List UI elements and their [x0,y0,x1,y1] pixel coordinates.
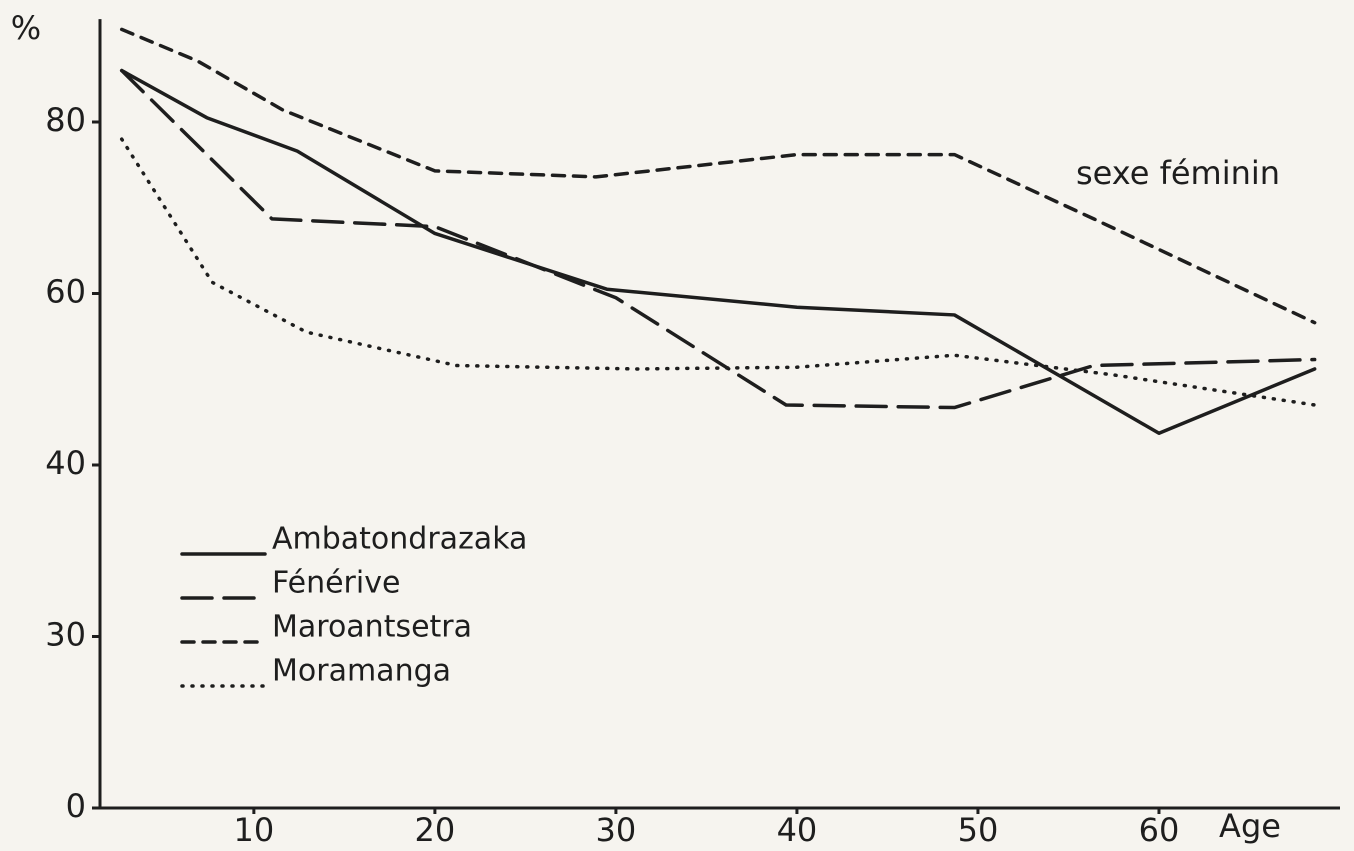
series-line [119,137,1317,407]
x-tick-label: 40 [777,811,818,849]
legend-label: Ambatondrazaka [272,522,527,557]
x-tick-label: 30 [596,811,637,849]
series-line [119,68,1317,410]
y-axis-label: % [11,9,41,47]
y-tick-label: 80 [45,101,86,139]
y-tick-label: 30 [45,616,86,654]
x-axis-label: Age [1219,807,1281,845]
x-tick-label: 60 [1139,811,1180,849]
y-tick-label: 40 [45,444,86,482]
legend-label: Moramanga [272,654,451,689]
y-tick-label: 0 [66,787,86,825]
x-tick-label: 20 [415,811,456,849]
series-line [119,27,1317,325]
x-tick-label: 10 [234,811,275,849]
y-tick-label: 60 [45,273,86,311]
legend-label: Fénérive [272,566,400,601]
legend-label: Maroantsetra [272,610,472,645]
annotation: sexe féminin [1076,154,1280,192]
series-line [119,68,1317,436]
x-tick-label: 50 [958,811,999,849]
